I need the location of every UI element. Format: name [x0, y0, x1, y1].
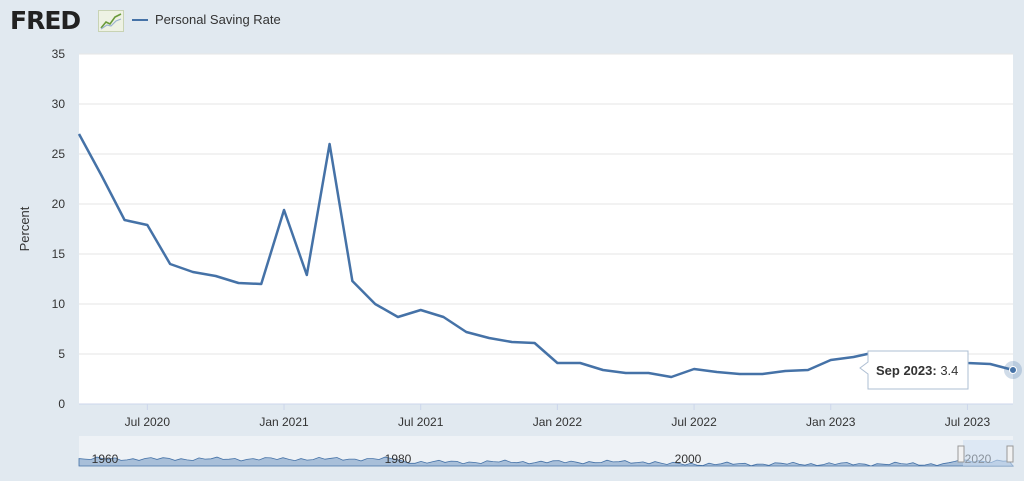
- y-tick-label: 35: [52, 47, 66, 61]
- x-tick-label: Jul 2020: [125, 415, 171, 429]
- y-tick-label: 0: [58, 397, 65, 411]
- data-point: [602, 369, 605, 372]
- data-point: [192, 271, 195, 274]
- x-tick-label: Jan 2023: [806, 415, 856, 429]
- y-tick-label: 15: [52, 247, 66, 261]
- hover-marker: [1009, 366, 1017, 374]
- data-point: [693, 368, 696, 371]
- data-point: [488, 337, 491, 340]
- data-point: [237, 282, 240, 285]
- data-point: [579, 362, 582, 365]
- data-point: [624, 372, 627, 375]
- navigator-year-label: 2000: [675, 452, 702, 466]
- grid-lines: [79, 53, 1013, 405]
- svg-text:Sep 2023: 3.4: Sep 2023: 3.4: [876, 363, 958, 378]
- y-tick-label: 10: [52, 297, 66, 311]
- data-point: [829, 359, 832, 362]
- x-tick-label: Jan 2021: [259, 415, 309, 429]
- y-axis-title: Percent: [17, 206, 32, 251]
- fred-logo[interactable]: FRED: [10, 6, 81, 35]
- data-point: [533, 342, 536, 345]
- data-point: [123, 219, 126, 222]
- tooltip-value: 3.4: [940, 363, 958, 378]
- navigator-selection[interactable]: [963, 440, 1013, 466]
- data-point: [305, 274, 308, 277]
- data-point: [647, 372, 650, 375]
- data-point: [670, 376, 673, 379]
- navigator-year-label: 1980: [385, 452, 412, 466]
- data-point: [807, 369, 810, 372]
- x-tick-label: Jul 2023: [945, 415, 991, 429]
- data-point: [328, 143, 331, 146]
- data-point: [169, 263, 172, 266]
- y-tick-label: 5: [58, 347, 65, 361]
- x-tick-label: Jan 2022: [533, 415, 583, 429]
- y-tick-label: 20: [52, 197, 66, 211]
- data-point: [738, 373, 741, 376]
- navigator-left-handle[interactable]: [957, 445, 965, 463]
- data-point: [374, 303, 377, 306]
- y-tick-label: 25: [52, 147, 66, 161]
- plot-area: [79, 54, 1013, 404]
- chart-legend[interactable]: Personal Saving Rate: [132, 12, 281, 27]
- x-tick-label: Jul 2021: [398, 415, 444, 429]
- x-axis: Jul 2020 Jan 2021 Jul 2021 Jan 2022 Jul 2022…: [125, 404, 991, 429]
- navigator[interactable]: 1960198020002020: [78, 436, 1014, 467]
- legend-label: Personal Saving Rate: [155, 12, 281, 27]
- data-point: [419, 309, 422, 312]
- data-point: [100, 175, 103, 178]
- data-point: [283, 209, 286, 212]
- data-point: [260, 283, 263, 286]
- data-point: [214, 275, 217, 278]
- tooltip-date: Sep 2023: [876, 363, 932, 378]
- data-point: [442, 316, 445, 319]
- navigator-right-handle[interactable]: [1006, 445, 1014, 463]
- navigator-area: [78, 456, 1014, 467]
- trend-line-icon: [98, 10, 124, 32]
- data-point: [761, 373, 764, 376]
- legend-swatch: [132, 18, 148, 21]
- series-line: [77, 133, 1014, 379]
- tooltip: Sep 2023: 3.4: [859, 350, 969, 390]
- x-tick-label: Jul 2022: [671, 415, 717, 429]
- data-point: [78, 133, 81, 136]
- data-point: [351, 280, 354, 283]
- y-tick-label: 30: [52, 97, 66, 111]
- series-personal-saving-rate: [77, 133, 1022, 379]
- data-point: [510, 341, 513, 344]
- y-axis: 0 5 10 15 20 25 30 35: [52, 47, 66, 411]
- data-point: [715, 371, 718, 374]
- data-point: [784, 370, 787, 373]
- data-point: [556, 362, 559, 365]
- data-point: [146, 224, 149, 227]
- navigator-year-label: 1960: [92, 452, 119, 466]
- data-point: [465, 331, 468, 334]
- data-point: [989, 363, 992, 366]
- data-point: [397, 316, 400, 319]
- data-point: [852, 356, 855, 359]
